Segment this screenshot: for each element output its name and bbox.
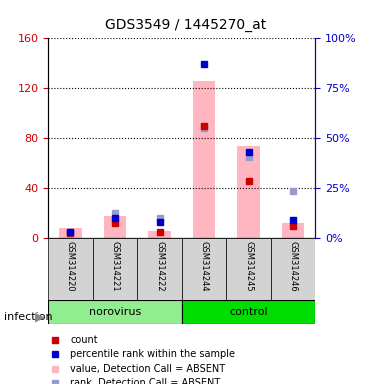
Bar bbox=[282, 223, 304, 238]
FancyBboxPatch shape bbox=[182, 300, 315, 324]
Text: count: count bbox=[70, 335, 98, 345]
FancyBboxPatch shape bbox=[226, 238, 271, 300]
Text: GSM314244: GSM314244 bbox=[200, 241, 209, 292]
Bar bbox=[237, 146, 260, 238]
Text: GDS3549 / 1445270_at: GDS3549 / 1445270_at bbox=[105, 18, 266, 32]
Bar bbox=[59, 228, 82, 238]
Text: infection: infection bbox=[4, 312, 52, 322]
FancyBboxPatch shape bbox=[48, 238, 93, 300]
Text: control: control bbox=[229, 307, 268, 317]
FancyBboxPatch shape bbox=[93, 238, 137, 300]
Text: percentile rank within the sample: percentile rank within the sample bbox=[70, 349, 235, 359]
FancyBboxPatch shape bbox=[137, 238, 182, 300]
Text: GSM314246: GSM314246 bbox=[289, 241, 298, 292]
Text: GSM314222: GSM314222 bbox=[155, 241, 164, 292]
Text: ▶: ▶ bbox=[35, 310, 45, 323]
Text: GSM314221: GSM314221 bbox=[111, 241, 119, 292]
FancyBboxPatch shape bbox=[48, 300, 182, 324]
Text: GSM314245: GSM314245 bbox=[244, 241, 253, 292]
Bar bbox=[104, 216, 126, 238]
FancyBboxPatch shape bbox=[182, 238, 226, 300]
Text: norovirus: norovirus bbox=[89, 307, 141, 317]
Text: GSM314220: GSM314220 bbox=[66, 241, 75, 292]
Bar bbox=[148, 230, 171, 238]
FancyBboxPatch shape bbox=[271, 238, 315, 300]
Bar bbox=[193, 81, 215, 238]
Text: value, Detection Call = ABSENT: value, Detection Call = ABSENT bbox=[70, 364, 226, 374]
Text: rank, Detection Call = ABSENT: rank, Detection Call = ABSENT bbox=[70, 378, 220, 384]
